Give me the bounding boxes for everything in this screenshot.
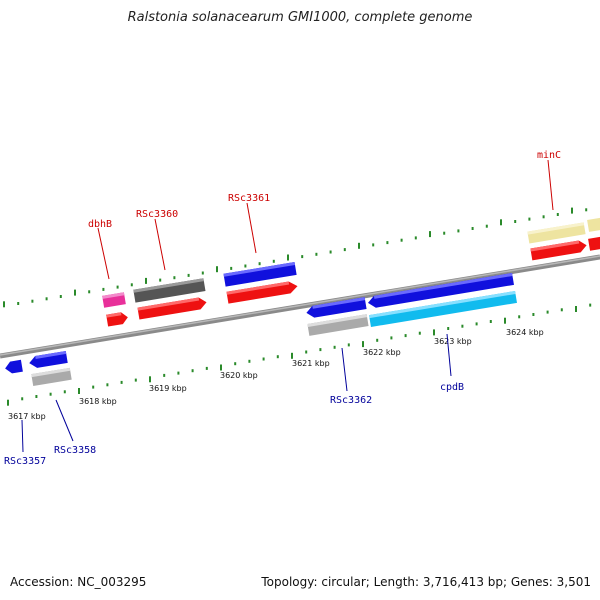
kbp-label: 3624 kbp xyxy=(506,328,544,337)
gene-label-dbhB[interactable]: dbhB xyxy=(88,219,112,230)
gene-minC-feature[interactable] xyxy=(530,239,587,261)
reverse-gene-labels: RSc3357 RSc3358 RSc3362 cpdB xyxy=(4,333,464,467)
gene-label-cpdB[interactable]: cpdB xyxy=(440,382,464,393)
leader-line xyxy=(446,333,452,377)
gene-minC[interactable] xyxy=(527,222,586,244)
kbp-label: 3617 kbp xyxy=(8,412,46,421)
leader-line xyxy=(341,347,348,392)
kbp-label: 3622 kbp xyxy=(363,348,401,357)
leader-line xyxy=(246,202,257,254)
kbp-label: 3620 kbp xyxy=(220,371,258,380)
gene-RSc3358-grey[interactable] xyxy=(31,367,72,387)
kbp-label: 3623 kbp xyxy=(434,337,472,346)
gene-cpdB[interactable] xyxy=(367,272,514,309)
reverse-tick-row xyxy=(7,303,592,406)
gene-dbhB-feature[interactable] xyxy=(106,311,129,327)
gene-RSc3362-grey[interactable] xyxy=(307,314,369,336)
gene-cpdB-cyan[interactable] xyxy=(369,290,517,328)
gene-edge-red[interactable] xyxy=(588,236,600,251)
gene-label-RSc3362[interactable]: RSc3362 xyxy=(330,395,372,406)
gene-edge-yellow[interactable] xyxy=(587,217,600,232)
genome-stats-text: Topology: circular; Length: 3,716,413 bp… xyxy=(261,575,591,589)
leader-line xyxy=(21,419,24,453)
kbp-labels: 3617 kbp 3618 kbp 3619 kbp 3620 kbp 3621… xyxy=(8,328,544,421)
leader-line xyxy=(97,227,110,280)
accession-text: Accession: NC_003295 xyxy=(10,575,147,589)
kbp-label: 3618 kbp xyxy=(79,397,117,406)
kbp-label: 3619 kbp xyxy=(149,384,187,393)
gene-RSc3362[interactable] xyxy=(305,297,367,319)
forward-tick-row xyxy=(3,207,588,308)
leader-line xyxy=(154,218,166,271)
gene-RSc3360[interactable] xyxy=(133,278,206,303)
leader-line xyxy=(55,399,74,442)
gene-label-RSc3358[interactable]: RSc3358 xyxy=(54,445,96,456)
genome-backbone xyxy=(0,254,600,359)
gene-label-minC[interactable]: minC xyxy=(537,150,561,161)
map-title: Ralstonia solanacearum GMI1000, complete… xyxy=(127,10,473,25)
kbp-label: 3621 kbp xyxy=(292,359,330,368)
gene-RSc3357[interactable] xyxy=(4,359,23,375)
forward-gene-labels: dbhB RSc3360 RSc3361 minC xyxy=(88,150,561,280)
gene-label-RSc3361[interactable]: RSc3361 xyxy=(228,193,270,204)
gene-label-RSc3360[interactable]: RSc3360 xyxy=(136,209,178,220)
leader-line xyxy=(547,159,554,211)
gene-RSc3360-feature[interactable] xyxy=(137,296,207,320)
gene-RSc3358[interactable] xyxy=(28,350,68,369)
gene-label-RSc3357[interactable]: RSc3357 xyxy=(4,456,46,467)
gene-RSc3361[interactable] xyxy=(223,262,297,287)
reverse-genes xyxy=(4,272,517,387)
gene-dbhB[interactable] xyxy=(102,292,126,308)
forward-genes xyxy=(102,217,600,327)
gene-RSc3361-feature[interactable] xyxy=(226,280,298,304)
